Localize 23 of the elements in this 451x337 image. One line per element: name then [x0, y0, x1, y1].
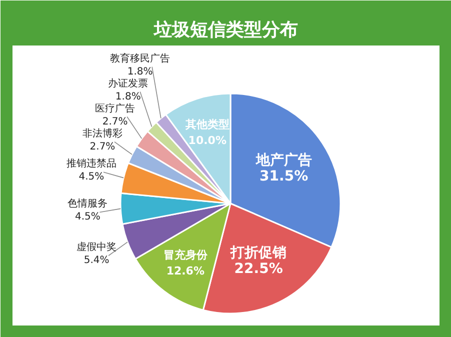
data-label: 31.5%	[260, 168, 308, 184]
data-label: 1.8%	[127, 66, 153, 78]
slice-label: 非法博彩	[82, 127, 122, 140]
slice-label: 虚假中奖	[76, 241, 117, 254]
slice-label: 其他类型	[184, 118, 230, 131]
slice-label: 推销违禁品	[66, 158, 116, 170]
chart-title: 垃圾短信类型分布	[153, 20, 298, 40]
data-label: 4.5%	[74, 212, 100, 223]
slice-label: 色情服务	[68, 198, 108, 210]
data-label: 12.6%	[166, 264, 204, 278]
slice-label: 办证发票	[108, 77, 148, 90]
data-label: 4.5%	[78, 172, 104, 183]
data-label: 10.0%	[188, 134, 226, 147]
data-label: 1.8%	[115, 91, 141, 102]
data-label: 22.5%	[234, 260, 283, 277]
data-label: 5.4%	[84, 255, 110, 266]
slice-label: 打折促销	[230, 244, 287, 261]
data-label: 2.7%	[102, 116, 128, 128]
slice-label: 医疗广告	[95, 102, 136, 114]
slice-label: 冒充身份	[163, 248, 208, 262]
data-label: 2.7%	[90, 141, 116, 152]
slice-label: 地产广告	[254, 151, 312, 168]
slice-label: 教育移民广告	[110, 52, 170, 64]
